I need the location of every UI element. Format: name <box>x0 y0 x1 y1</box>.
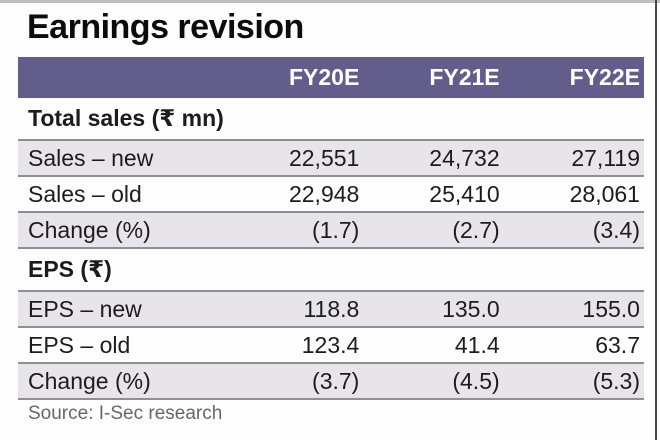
cell-value: 22,551 <box>288 144 360 171</box>
table-body: Total sales (₹ mn) Sales – new 22,551 24,73… <box>18 98 644 400</box>
row-label: Sales – old <box>28 180 142 207</box>
table-row: Sales – new 22,551 24,732 27,119 <box>18 139 644 175</box>
column-header: FY21E <box>429 64 500 90</box>
cell-value: (3.7) <box>312 367 360 394</box>
cell-value: 27,119 <box>571 144 640 171</box>
cell-value: 135.0 <box>442 295 500 322</box>
table-row: EPS – new 118.8 135.0 155.0 <box>18 290 644 326</box>
right-edge-line <box>655 0 657 440</box>
top-edge-line <box>0 0 660 3</box>
column-header: FY22E <box>569 64 640 90</box>
row-label: Total sales (₹ mn) <box>28 105 224 131</box>
cell-value: 28,061 <box>569 180 640 207</box>
cell-value: 41.4 <box>454 331 500 358</box>
source-note: Source: I-Sec research <box>28 403 223 424</box>
cell-value: (1.7) <box>312 216 360 243</box>
cell-value: (4.5) <box>452 367 500 394</box>
row-label: EPS – new <box>28 295 142 322</box>
table-header-row: FY20E FY21E FY22E <box>18 57 644 98</box>
cell-value: 25,410 <box>429 180 500 207</box>
row-label: Change (%) <box>28 216 151 243</box>
row-label: Change (%) <box>28 367 151 394</box>
table-row: Sales – old 22,948 25,410 28,061 <box>18 175 644 211</box>
earnings-table: FY20E FY21E FY22E Total sales (₹ mn) Sales … <box>18 57 644 400</box>
cell-value: (2.7) <box>452 216 500 243</box>
page-title: Earnings revision <box>27 8 304 46</box>
row-label: EPS – old <box>28 331 131 358</box>
cell-value: 22,948 <box>288 180 360 207</box>
section-row: EPS (₹) <box>18 249 644 290</box>
column-header: FY20E <box>289 64 360 90</box>
cell-value: (3.4) <box>592 216 640 243</box>
table-row: EPS – old 123.4 41.4 63.7 <box>18 326 644 362</box>
cell-value: 118.8 <box>303 295 360 322</box>
section-row: Total sales (₹ mn) <box>18 98 644 139</box>
table-row: Change (%) (3.7) (4.5) (5.3) <box>18 362 644 400</box>
row-label: EPS (₹) <box>28 256 112 282</box>
table-row: Change (%) (1.7) (2.7) (3.4) <box>18 211 644 249</box>
cell-value: 123.4 <box>301 331 360 358</box>
row-label: Sales – new <box>28 144 154 171</box>
cell-value: 155.0 <box>582 295 640 322</box>
cell-value: 63.7 <box>595 331 640 358</box>
cell-value: (5.3) <box>592 367 640 394</box>
cell-value: 24,732 <box>429 144 500 171</box>
